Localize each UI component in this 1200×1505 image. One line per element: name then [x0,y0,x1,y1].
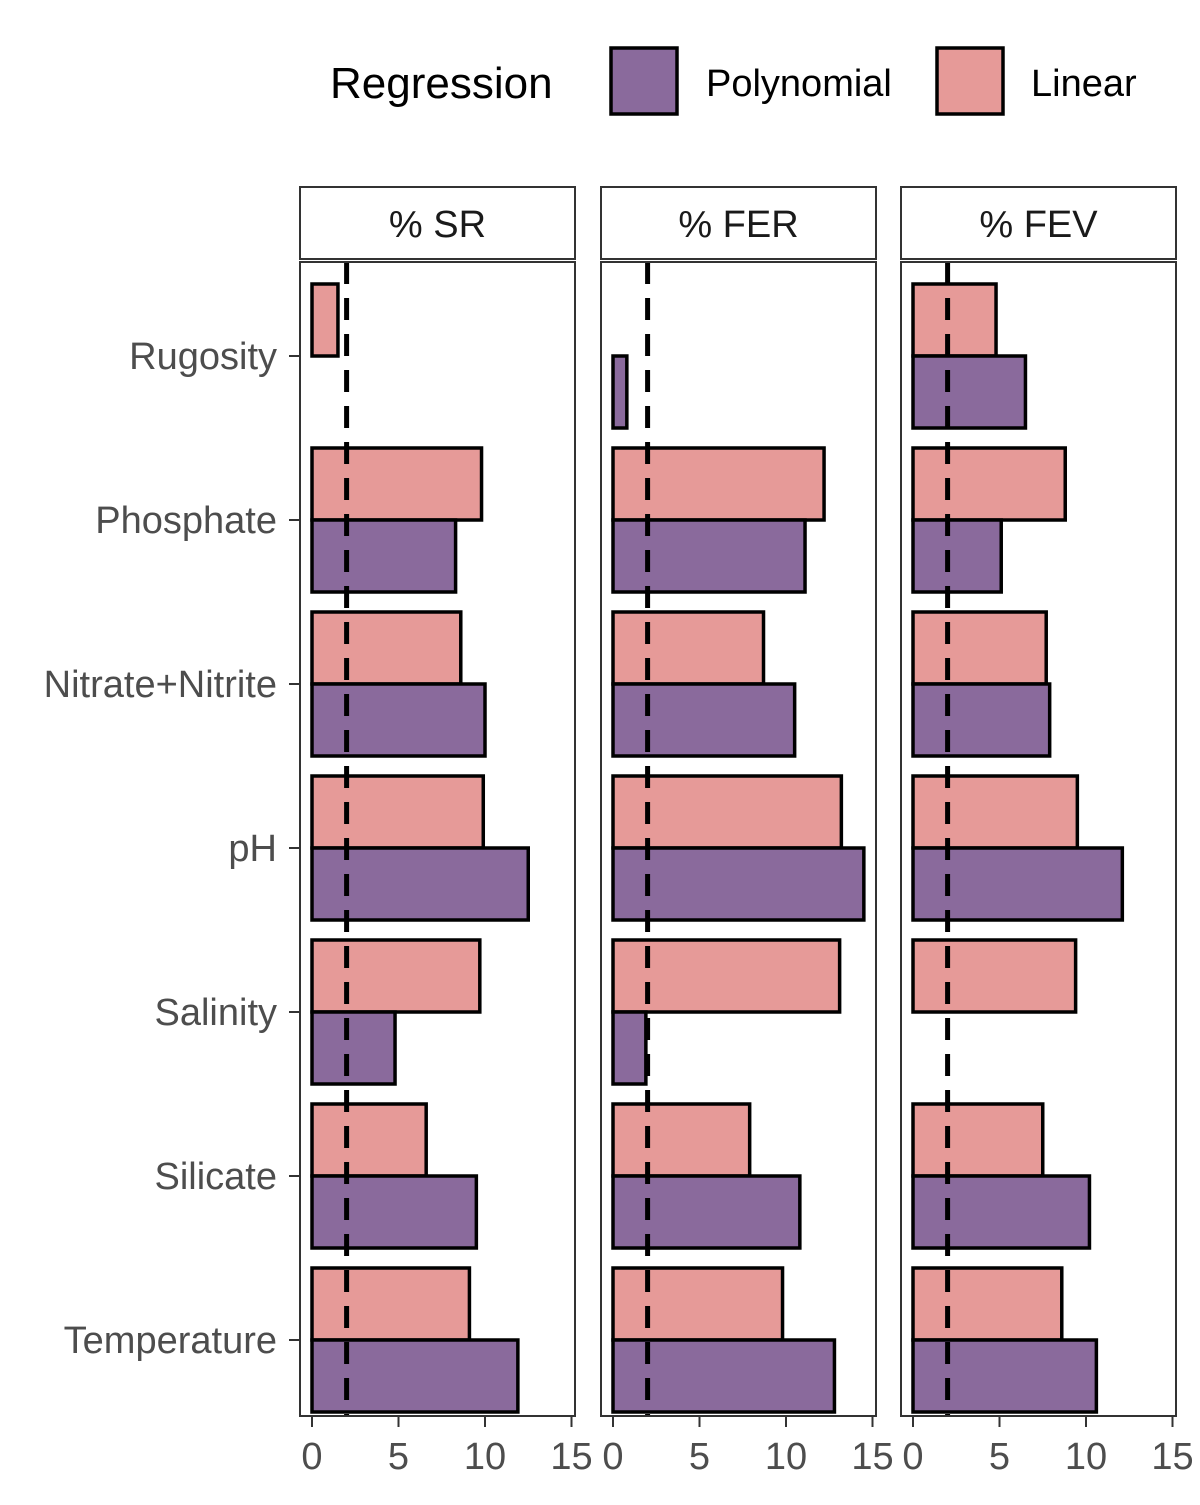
x-tick-label: 15 [1151,1436,1193,1478]
bar-polynomial [911,518,1003,594]
x-tick-label: 10 [464,1436,506,1478]
bar-linear [911,1102,1045,1178]
y-tick-label: Salinity [155,992,278,1034]
bar-linear [911,1266,1064,1342]
bar-polynomial [310,518,458,594]
y-tick-label: Phosphate [95,500,277,542]
bar-linear [611,774,844,850]
bar-linear [611,1266,785,1342]
bar-polynomial [611,354,629,430]
legend-key-polynomial [609,46,679,116]
bar-polynomial [611,846,866,922]
panel-strip [299,186,576,260]
bar-linear [911,282,998,358]
legend-label-polynomial: Polynomial [706,63,892,105]
bar-polynomial [611,1010,648,1086]
x-tick-label: 5 [388,1436,409,1478]
y-tick-label: Silicate [155,1156,278,1198]
bar-linear [310,774,486,850]
legend-label-linear: Linear [1031,63,1137,105]
bar-polynomial [911,846,1125,922]
x-tick-label: 5 [989,1436,1010,1478]
bar-polynomial [310,682,487,758]
x-tick-label: 10 [765,1436,807,1478]
bar-polynomial [611,682,797,758]
bar-polynomial [310,1338,520,1414]
y-tick-label: pH [228,828,277,870]
y-tick-label: Temperature [64,1320,277,1362]
bar-linear [911,610,1048,686]
x-tick-label: 5 [689,1436,710,1478]
bar-linear [310,282,340,358]
x-tick-label: 0 [301,1436,322,1478]
panel-border [600,261,877,1417]
bar-linear [310,1266,472,1342]
panel-title: % FEV [979,204,1098,246]
bar-polynomial [310,1174,479,1250]
x-tick-label: 0 [902,1436,923,1478]
x-tick-label: 15 [851,1436,893,1478]
panel-border [900,261,1177,1417]
bar-polynomial [911,1174,1092,1250]
bar-polynomial [611,1174,802,1250]
panel-strip [600,186,877,260]
panel-title: % FER [678,204,798,246]
bar-linear [310,610,463,686]
bar-polynomial [911,354,1028,430]
bar-linear [611,446,826,522]
bar-linear [611,1102,752,1178]
bar-linear [911,774,1080,850]
panel-border [299,261,576,1417]
bar-polynomial [911,682,1052,758]
panel-strip [900,186,1177,260]
panel-title: % SR [389,204,486,246]
bar-polynomial [911,1338,1099,1414]
bar-linear [611,610,766,686]
y-tick-label: Nitrate+Nitrite [44,664,277,706]
bar-linear [911,938,1078,1014]
bar-linear [310,1102,428,1178]
bar-linear [611,938,842,1014]
x-tick-label: 10 [1065,1436,1107,1478]
legend-key-linear [935,46,1005,116]
x-tick-label: 15 [550,1436,592,1478]
bar-linear [911,446,1067,522]
bar-linear [310,938,482,1014]
bar-polynomial [611,518,807,594]
legend-title: Regression [330,59,553,108]
y-tick-label: Rugosity [129,336,277,378]
bar-polynomial [310,1010,397,1086]
x-tick-label: 0 [602,1436,623,1478]
bar-linear [310,446,484,522]
